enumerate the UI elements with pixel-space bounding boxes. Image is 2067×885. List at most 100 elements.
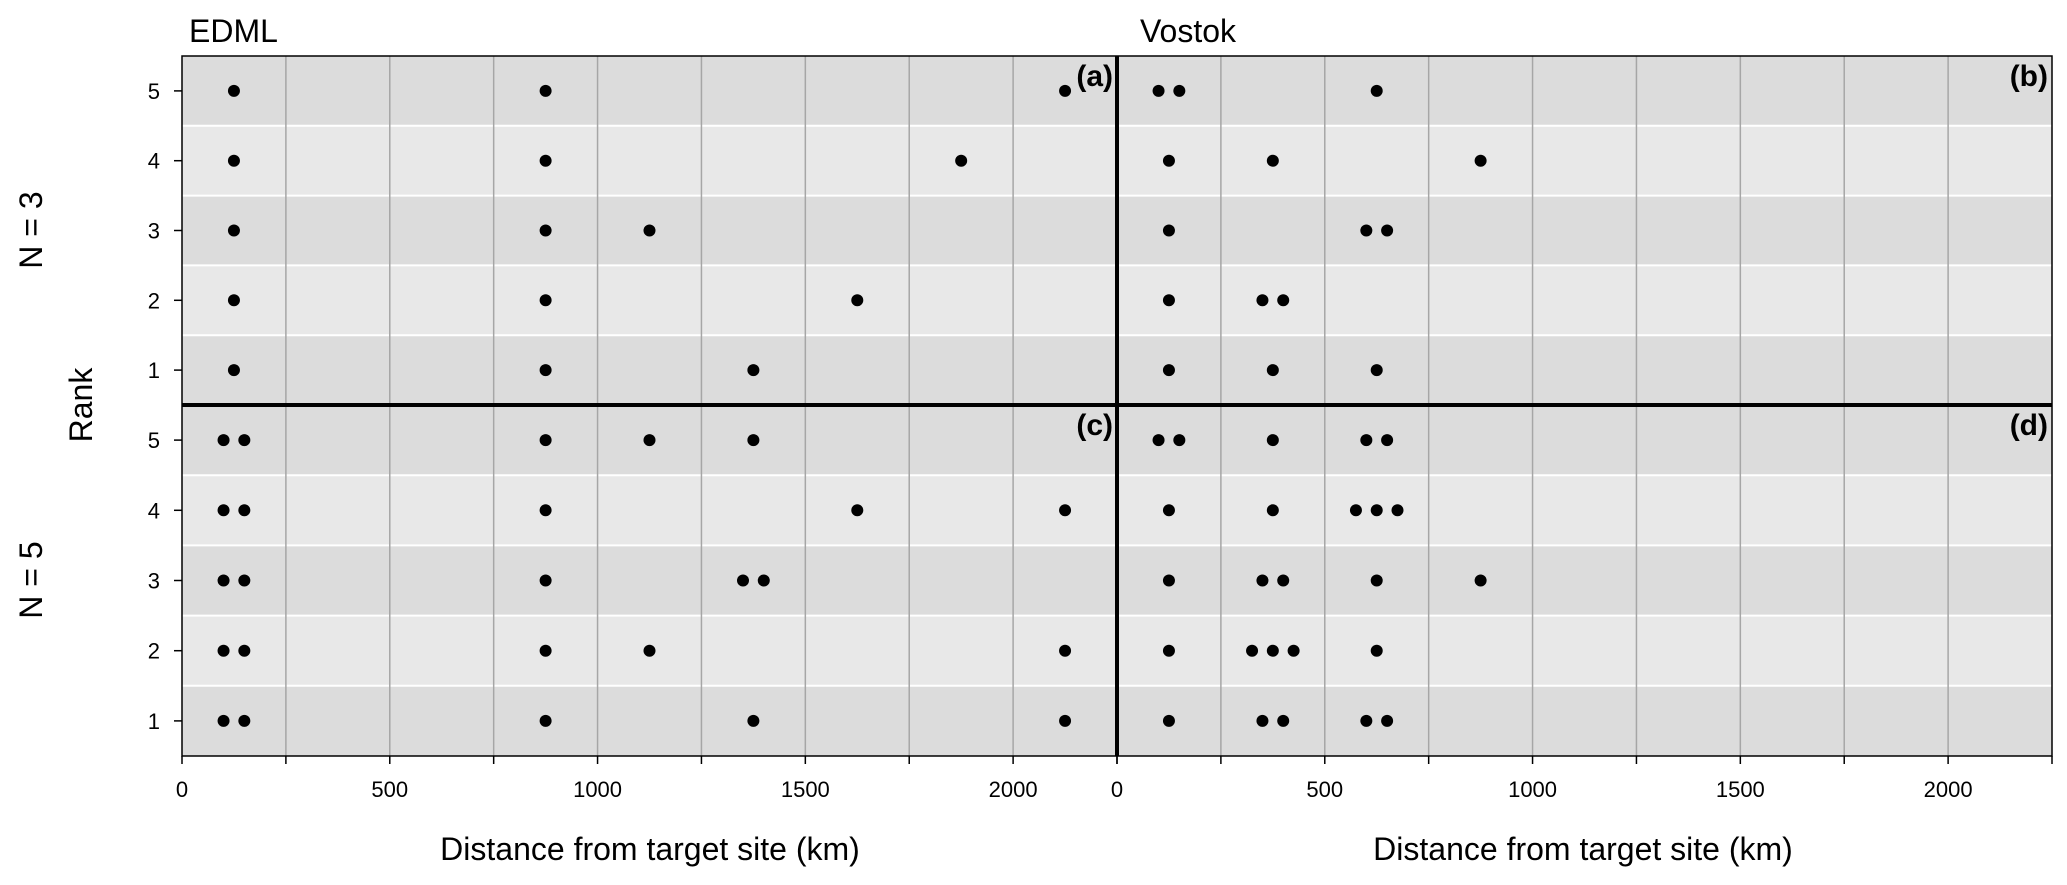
data-point (1162, 504, 1175, 517)
data-point (1360, 714, 1373, 727)
panel-label: (d) (2010, 409, 2048, 442)
y-tick-label: 3 (148, 569, 160, 594)
data-point (1360, 224, 1373, 237)
rank-band (182, 545, 1117, 616)
rank-band (182, 56, 1117, 126)
data-point (1246, 644, 1259, 657)
data-point (1391, 504, 1404, 517)
data-point (955, 154, 968, 167)
data-point (227, 84, 240, 97)
data-point (1474, 574, 1487, 587)
data-point (851, 294, 864, 307)
rank-band (182, 265, 1117, 336)
rank-band (1117, 56, 2052, 126)
column-title-vostok: Vostok (1140, 13, 1237, 49)
data-point (1059, 644, 1072, 657)
data-point (643, 224, 656, 237)
data-point (1370, 84, 1383, 97)
data-point (1152, 434, 1165, 447)
data-point (539, 714, 552, 727)
rank-band (1117, 265, 2052, 336)
x-tick-label: 1000 (573, 777, 622, 802)
panel-b: (b) (1117, 56, 2052, 405)
data-point (1256, 294, 1269, 307)
data-point (1370, 574, 1383, 587)
x-tick-label: 500 (371, 777, 408, 802)
data-point (1162, 714, 1175, 727)
data-point (1370, 644, 1383, 657)
rank-band (182, 335, 1117, 405)
rank-band (1117, 685, 2052, 756)
data-point (1266, 504, 1279, 517)
x-axis-label-left: Distance from target site (km) (440, 831, 860, 867)
data-point (1162, 294, 1175, 307)
data-point (238, 644, 251, 657)
rank-band (182, 125, 1117, 196)
data-point (1277, 294, 1290, 307)
rank-band (1117, 475, 2052, 546)
y-tick-label: 4 (148, 149, 160, 174)
x-tick-label: 0 (176, 777, 188, 802)
data-point (539, 224, 552, 237)
data-point (757, 574, 770, 587)
panel-label: (b) (2010, 60, 2048, 93)
data-point (539, 294, 552, 307)
data-point (1152, 84, 1165, 97)
row-label-n5: N = 5 (13, 541, 49, 618)
data-point (1162, 644, 1175, 657)
panel-d: (d) 0 500 1000 1500 2000 (1111, 405, 2053, 802)
data-point (1381, 714, 1394, 727)
data-point (539, 84, 552, 97)
y-tick-label: 5 (148, 79, 160, 104)
row-label-n3: N = 3 (13, 191, 49, 268)
data-point (1287, 644, 1300, 657)
data-point (1360, 434, 1373, 447)
data-point (1162, 154, 1175, 167)
data-point (227, 224, 240, 237)
data-point (217, 714, 230, 727)
data-point (217, 504, 230, 517)
column-title-edml: EDML (189, 13, 278, 49)
data-point (1162, 224, 1175, 237)
data-point (1266, 434, 1279, 447)
x-tick-label: 2000 (989, 777, 1038, 802)
x-tick-label: 0 (1111, 777, 1123, 802)
data-point (227, 364, 240, 377)
rank-band (1117, 125, 2052, 196)
data-point (1162, 364, 1175, 377)
x-tick-label: 1500 (781, 777, 830, 802)
y-tick-label: 2 (148, 639, 160, 664)
data-point (1256, 574, 1269, 587)
data-point (217, 644, 230, 657)
data-point (1059, 84, 1072, 97)
data-point (747, 714, 760, 727)
data-point (227, 154, 240, 167)
data-point (1173, 84, 1186, 97)
data-point (217, 434, 230, 447)
data-point (1059, 504, 1072, 517)
x-tick-label: 500 (1306, 777, 1343, 802)
panel-label: (c) (1076, 409, 1113, 442)
x-tick-label: 1500 (1716, 777, 1765, 802)
y-tick-label: 3 (148, 219, 160, 244)
data-point (1173, 434, 1186, 447)
data-point (851, 504, 864, 517)
y-tick-label: 1 (148, 358, 160, 383)
y-tick-label: 4 (148, 498, 160, 523)
data-point (643, 434, 656, 447)
rank-band (1117, 545, 2052, 616)
panels-layer: (a) 1 2 3 4 5 (b) (c) 1 2 3 4 5 0 500 1000 1500 2000 (d) 0 5… (148, 55, 2053, 802)
data-point (539, 434, 552, 447)
data-point (1059, 714, 1072, 727)
data-point (1474, 154, 1487, 167)
data-point (747, 434, 760, 447)
panel-label: (a) (1076, 60, 1113, 93)
data-point (539, 364, 552, 377)
data-point (1162, 574, 1175, 587)
data-point (238, 714, 251, 727)
y-tick-label: 5 (148, 428, 160, 453)
panel-c: (c) 1 2 3 4 5 0 500 1000 1500 2000 (148, 405, 1118, 802)
data-point (1349, 504, 1362, 517)
rank-band (182, 685, 1117, 756)
